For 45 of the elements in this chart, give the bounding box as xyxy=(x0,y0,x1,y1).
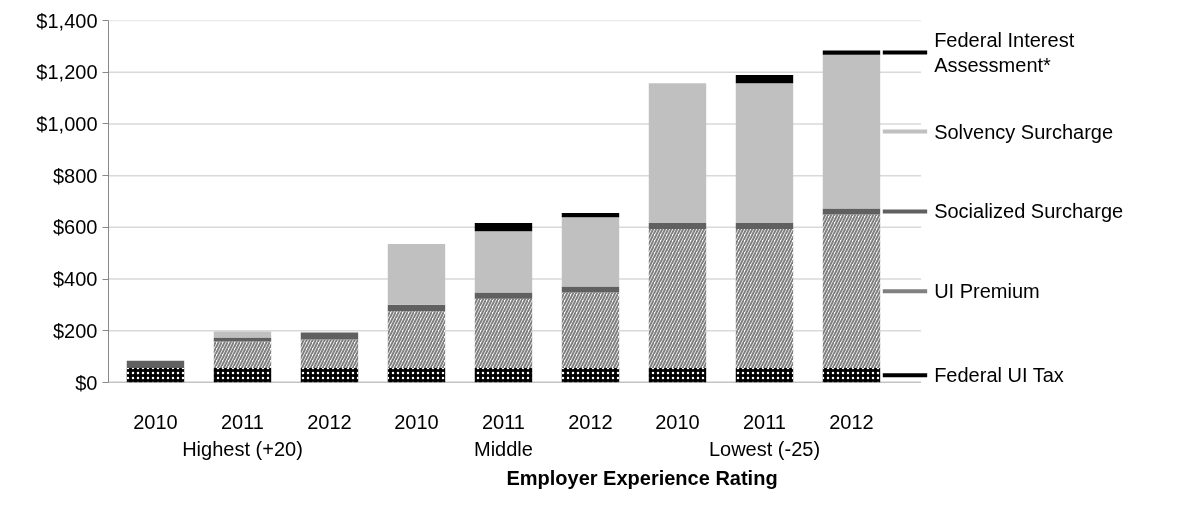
bar xyxy=(822,50,881,55)
x-tick-label: 2012 xyxy=(829,410,874,433)
x-tick-label: 2010 xyxy=(655,410,700,433)
x-tick-label: 2010 xyxy=(133,410,178,433)
bar xyxy=(474,231,533,293)
y-tick-label: $400 xyxy=(53,268,98,291)
x-tick-label: 2011 xyxy=(742,410,786,433)
bar xyxy=(648,222,707,229)
y-tick-label: $800 xyxy=(53,164,98,187)
x-tick-label: 2012 xyxy=(568,410,613,433)
bar xyxy=(474,222,533,232)
bar xyxy=(735,83,794,223)
bar xyxy=(213,331,272,338)
y-tick-label: $600 xyxy=(53,216,98,239)
text: Highest (+20) xyxy=(182,437,303,460)
text: Middle xyxy=(474,437,533,460)
legend-label: Federal Interest Assessment* xyxy=(934,29,1075,76)
bar xyxy=(735,222,794,229)
bar xyxy=(822,54,881,209)
bar xyxy=(561,217,620,287)
bar xyxy=(474,292,533,299)
legend-label: Socialized Surcharge xyxy=(934,200,1124,223)
text: UI Premium xyxy=(934,280,1040,303)
bar xyxy=(561,212,620,218)
bar xyxy=(561,286,620,293)
x-axis-title: Employer Experience Rating xyxy=(506,466,778,489)
y-tick-label: $1,400 xyxy=(36,9,98,32)
bar xyxy=(387,304,446,312)
bar xyxy=(300,332,359,340)
x-tick-label: 2011 xyxy=(481,410,525,433)
x-tick-label: 2010 xyxy=(394,410,439,433)
bar xyxy=(648,83,707,223)
y-tick-label: $1,000 xyxy=(36,112,98,135)
y-tick-label: $0 xyxy=(75,371,98,394)
x-tick-label: 2012 xyxy=(307,410,352,433)
bar xyxy=(735,75,794,84)
y-tick-label: $1,200 xyxy=(36,61,98,84)
bar xyxy=(387,243,446,305)
x-tick-label: 2011 xyxy=(220,410,264,433)
legend-label: Solvency Surcharge xyxy=(934,120,1114,143)
y-tick-label: $200 xyxy=(53,319,98,342)
bar xyxy=(126,360,185,369)
legend-label: Federal UI Tax xyxy=(934,364,1064,387)
text: Lowest (-25) xyxy=(708,437,821,460)
bar xyxy=(822,208,881,215)
